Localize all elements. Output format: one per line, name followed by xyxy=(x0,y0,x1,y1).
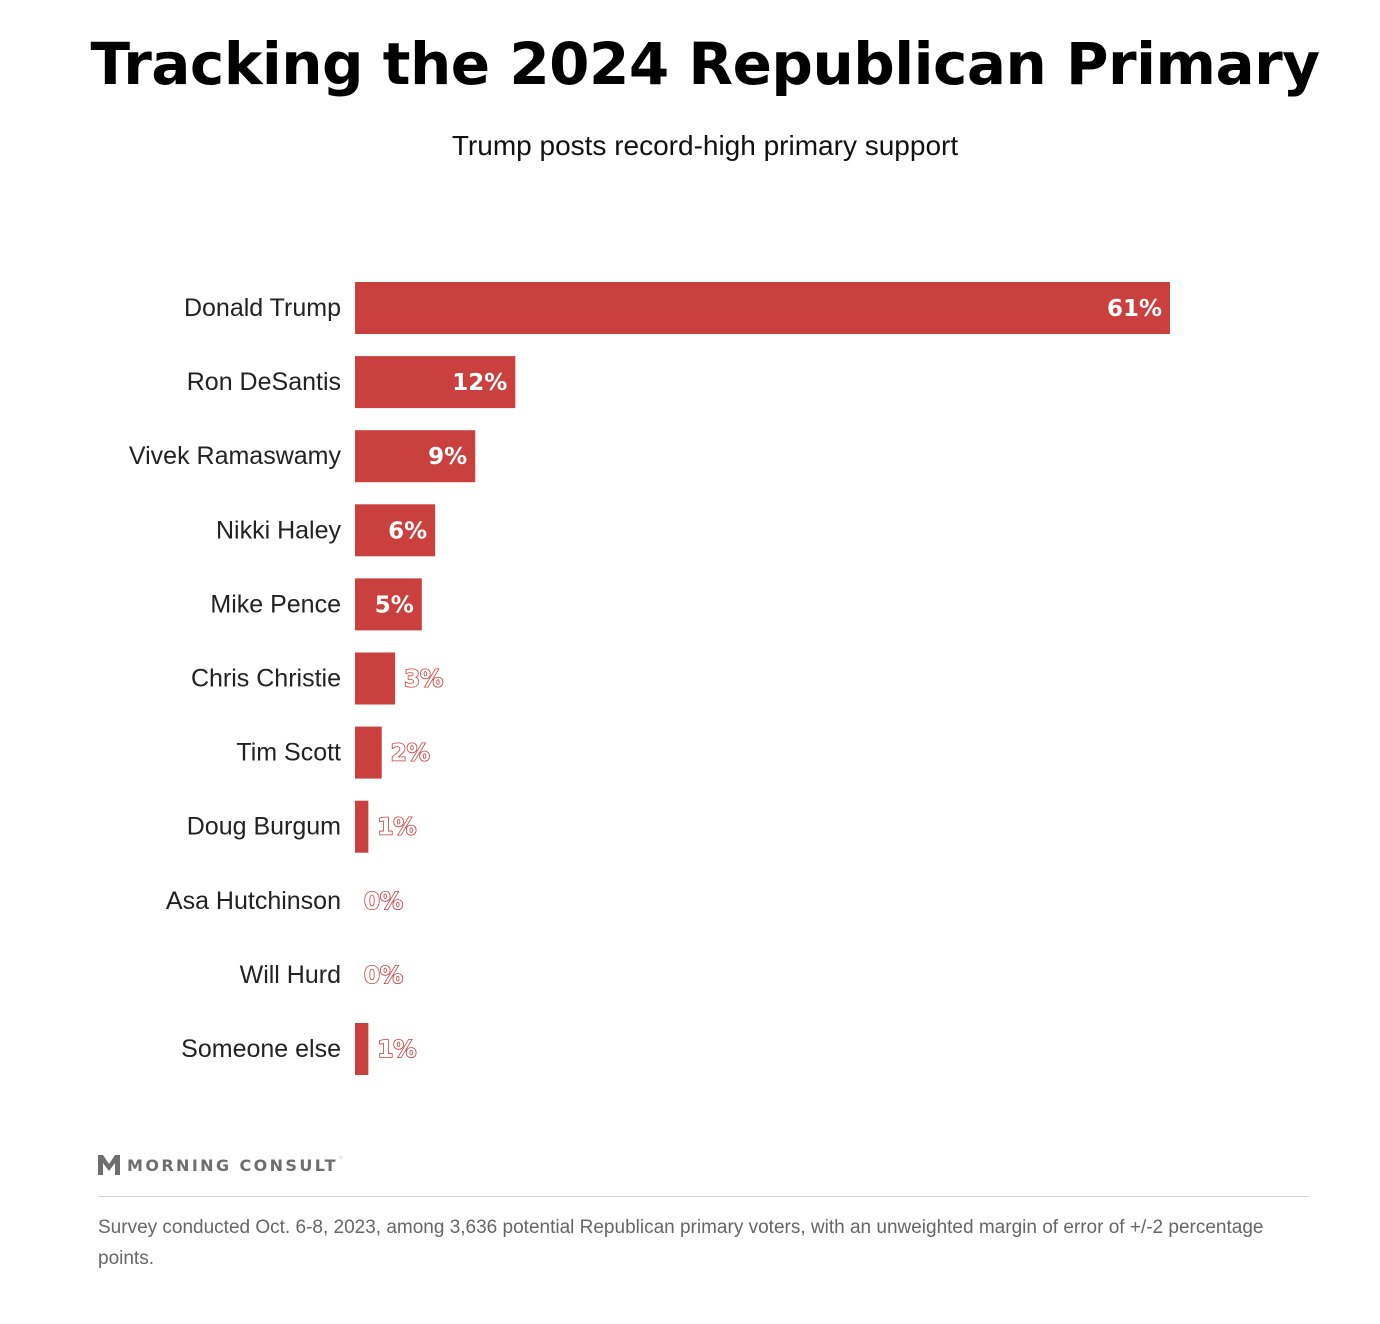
data-label: 1% xyxy=(377,1037,416,1063)
bar xyxy=(355,356,516,409)
category-label: Nikki Haley xyxy=(216,516,342,544)
data-label: 2% xyxy=(391,741,430,767)
survey-footnote: Survey conducted Oct. 6-8, 2023, among 3… xyxy=(98,1217,1264,1269)
bar xyxy=(355,652,396,705)
bar xyxy=(355,430,476,483)
category-label: Vivek Ramaswamy xyxy=(129,442,342,470)
category-label: Ron DeSantis xyxy=(187,368,341,396)
data-label: 9% xyxy=(428,444,467,470)
bar xyxy=(355,800,369,853)
category-label: Doug Burgum xyxy=(187,813,341,841)
chart-title: Tracking the 2024 Republican Primary xyxy=(90,30,1321,98)
morning-consult-logo-icon xyxy=(98,1155,120,1175)
bar xyxy=(355,504,436,557)
brand-name: MORNING CONSULT xyxy=(127,1155,338,1175)
bar xyxy=(355,578,422,631)
data-label: 3% xyxy=(404,667,443,693)
footer-divider xyxy=(98,1196,1309,1197)
category-label: Donald Trump xyxy=(184,294,341,322)
data-label: 1% xyxy=(377,815,416,841)
data-label: 0% xyxy=(364,889,403,915)
bar xyxy=(355,726,382,779)
bar xyxy=(355,1023,369,1075)
category-label: Asa Hutchinson xyxy=(166,887,341,915)
data-label: 12% xyxy=(452,370,507,396)
bar xyxy=(355,282,1170,334)
category-label: Mike Pence xyxy=(210,590,341,618)
chart-subtitle: Trump posts record-high primary support xyxy=(451,130,959,161)
category-label: Will Hurd xyxy=(240,961,341,989)
data-label: 0% xyxy=(364,963,403,989)
category-label: Someone else xyxy=(181,1035,341,1063)
category-label: Chris Christie xyxy=(191,665,341,693)
category-label: Tim Scott xyxy=(236,739,341,767)
brand-trademark: ○ xyxy=(339,1155,343,1161)
brand-logo: MORNING CONSULT ○ xyxy=(98,1153,343,1177)
data-label: 61% xyxy=(1107,296,1162,322)
data-label: 5% xyxy=(375,592,414,618)
data-label: 6% xyxy=(388,518,427,544)
